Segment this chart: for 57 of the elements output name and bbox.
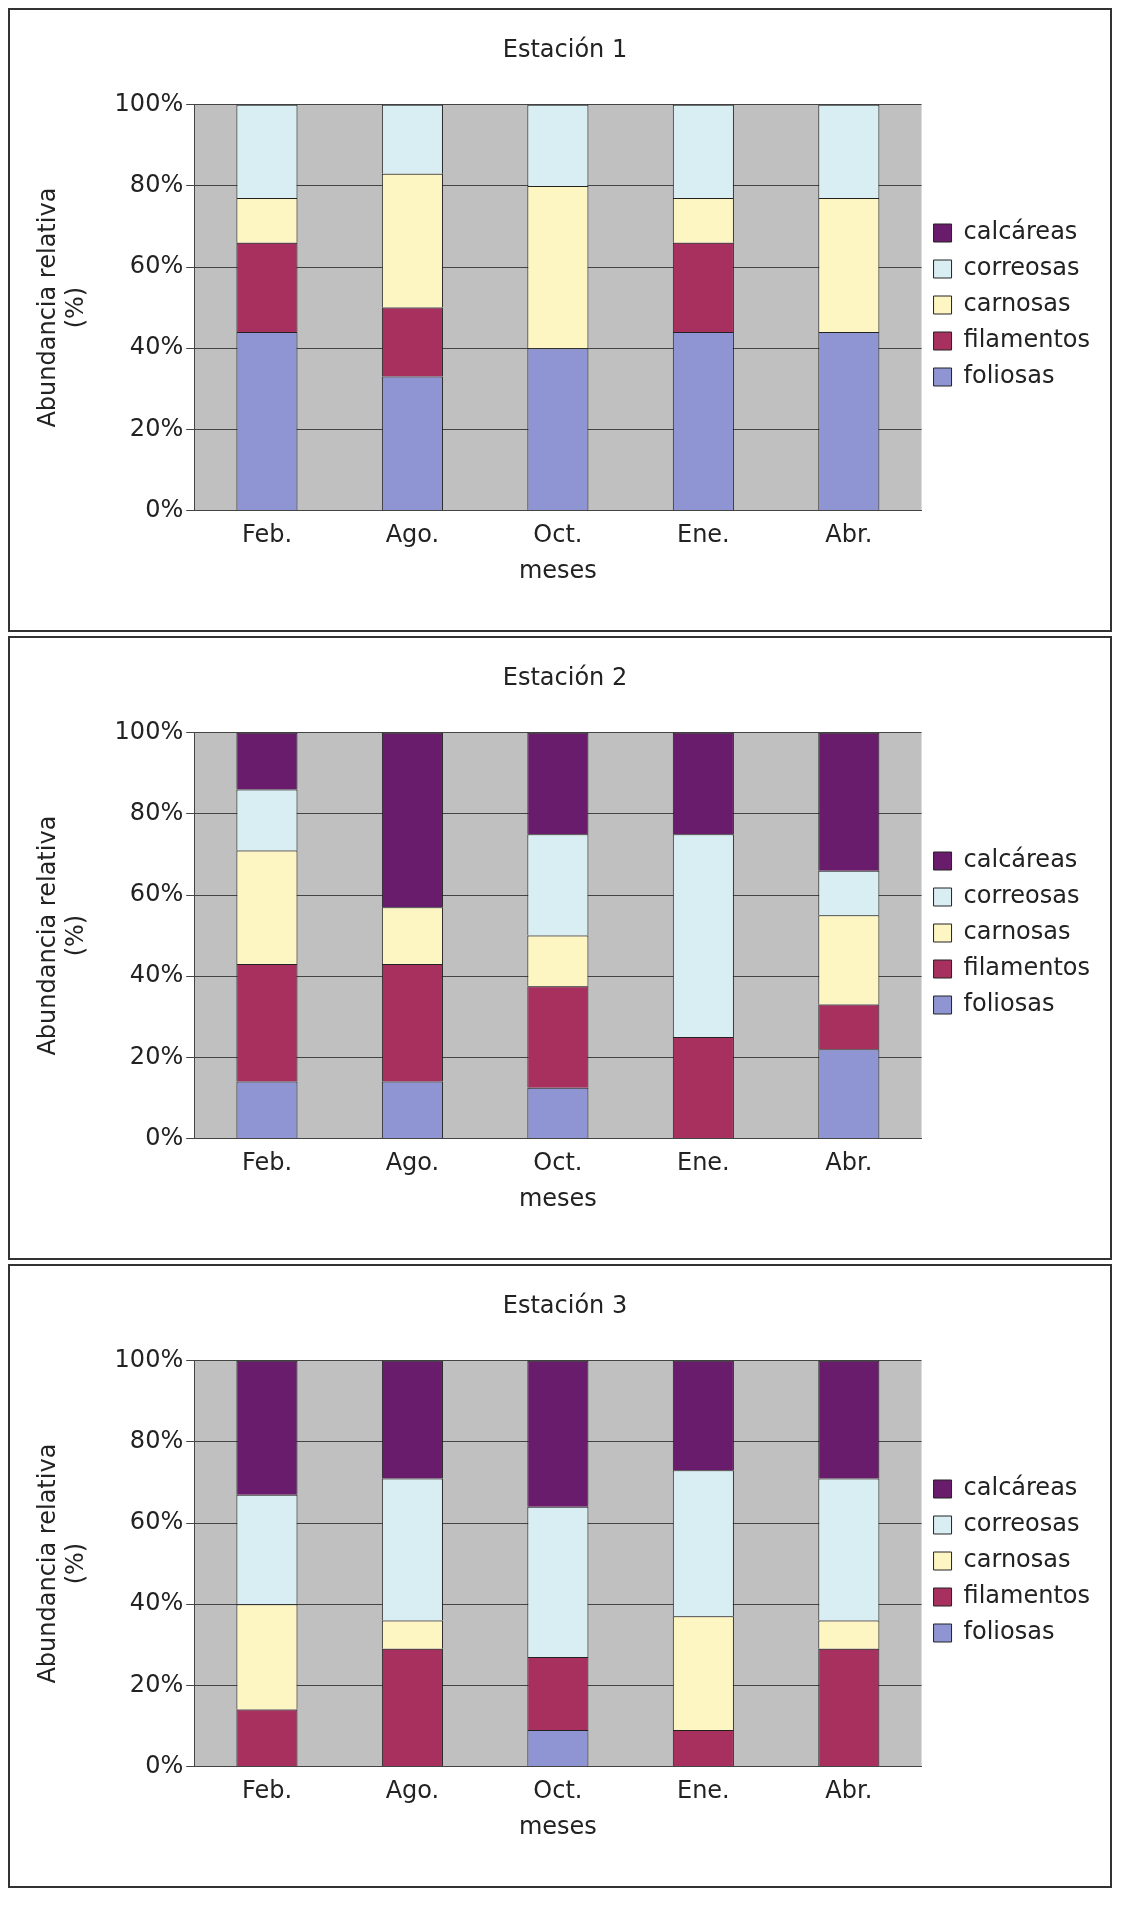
y-tick-label: 20% xyxy=(129,1669,184,1698)
y-tick-label: 40% xyxy=(129,1588,184,1617)
y-tick-label: 100% xyxy=(114,717,184,746)
y-tick-label: 60% xyxy=(129,251,184,280)
x-tick-label: Ago. xyxy=(385,1776,440,1805)
y-axis-title: Abundancia relativa (%) xyxy=(32,815,90,1056)
legend-label: foliosas xyxy=(963,989,1055,1018)
x-tick-label: Ene. xyxy=(676,1776,730,1805)
x-tick-label: Feb. xyxy=(241,1148,293,1177)
y-tick-label: 100% xyxy=(114,89,184,118)
legend-label: correosas xyxy=(963,881,1080,910)
chart-title: Estación 1 xyxy=(502,34,628,63)
x-axis-title: meses xyxy=(518,555,597,584)
legend-label: foliosas xyxy=(963,1617,1055,1646)
y-tick-label: 0% xyxy=(145,1750,184,1779)
x-tick-label: Oct. xyxy=(533,520,583,549)
legend-label: calcáreas xyxy=(963,217,1078,246)
x-tick-label: Feb. xyxy=(241,520,293,549)
x-axis-title: meses xyxy=(518,1183,597,1212)
y-axis-title: Abundancia relativa (%) xyxy=(32,1443,90,1684)
legend-label: calcáreas xyxy=(963,1473,1078,1502)
x-tick-label: Abr. xyxy=(825,1776,873,1805)
y-tick-label: 80% xyxy=(129,1426,184,1455)
y-tick-label: 20% xyxy=(129,413,184,442)
y-tick-label: 0% xyxy=(145,1122,184,1151)
y-axis-title: Abundancia relativa (%) xyxy=(32,187,90,428)
legend-label: carnosas xyxy=(963,289,1071,318)
y-tick-label: 0% xyxy=(145,494,184,523)
y-tick-label: 80% xyxy=(129,170,184,199)
legend-label: calcáreas xyxy=(963,845,1078,874)
x-tick-label: Abr. xyxy=(825,1148,873,1177)
legend-label: carnosas xyxy=(963,1545,1071,1574)
y-tick-label: 20% xyxy=(129,1041,184,1070)
x-tick-label: Feb. xyxy=(241,1776,293,1805)
legend-label: filamentos xyxy=(963,1581,1091,1610)
x-axis-title: meses xyxy=(518,1811,597,1840)
y-tick-label: 80% xyxy=(129,798,184,827)
x-tick-label: Abr. xyxy=(825,520,873,549)
legend-label: filamentos xyxy=(963,325,1091,354)
y-tick-label: 60% xyxy=(129,1507,184,1536)
x-tick-label: Ene. xyxy=(676,1148,730,1177)
y-tick-label: 60% xyxy=(129,879,184,908)
legend-label: filamentos xyxy=(963,953,1091,982)
x-tick-label: Ene. xyxy=(676,520,730,549)
legend-label: correosas xyxy=(963,1509,1080,1538)
chart-title: Estación 2 xyxy=(502,662,628,691)
x-tick-label: Oct. xyxy=(533,1148,583,1177)
x-tick-label: Oct. xyxy=(533,1776,583,1805)
x-tick-label: Ago. xyxy=(385,520,440,549)
chart-title: Estación 3 xyxy=(502,1290,628,1319)
y-tick-label: 40% xyxy=(129,332,184,361)
y-tick-label: 40% xyxy=(129,960,184,989)
legend-label: correosas xyxy=(963,253,1080,282)
legend-label: foliosas xyxy=(963,361,1055,390)
legend-label: carnosas xyxy=(963,917,1071,946)
x-tick-label: Ago. xyxy=(385,1148,440,1177)
y-tick-label: 100% xyxy=(114,1345,184,1374)
